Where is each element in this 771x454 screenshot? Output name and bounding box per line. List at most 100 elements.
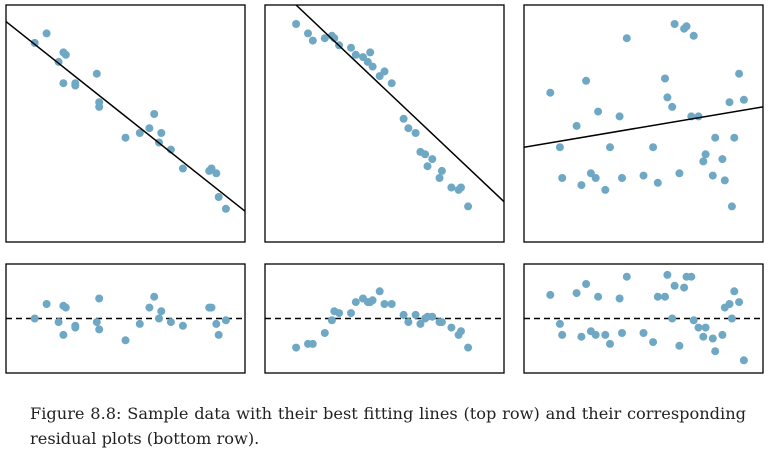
data-point (661, 292, 669, 301)
data-point (682, 22, 691, 31)
data-point (320, 329, 329, 337)
data-point (368, 62, 377, 71)
panel-frame (264, 4, 505, 243)
data-point (457, 327, 465, 336)
data-point (59, 330, 68, 339)
data-point (577, 181, 586, 190)
data-point (711, 347, 720, 356)
data-point (558, 330, 567, 339)
data-point (639, 329, 648, 337)
data-point (30, 38, 39, 47)
data-point (447, 183, 456, 192)
data-point (121, 133, 130, 142)
data-point (92, 69, 101, 78)
data-point (699, 332, 708, 341)
data-point (150, 292, 159, 301)
data-point (347, 43, 355, 52)
data-point (680, 283, 689, 292)
data-point (668, 102, 677, 111)
data-point (606, 339, 614, 348)
data-point (207, 303, 216, 312)
data-point (399, 114, 408, 123)
data-point (351, 50, 360, 59)
data-point (668, 314, 677, 323)
data-point (591, 174, 600, 182)
data-point (689, 316, 698, 325)
data-point (292, 343, 301, 352)
panel-frame (264, 263, 505, 374)
data-point (380, 300, 389, 308)
data-point (411, 310, 420, 319)
data-point (622, 34, 631, 43)
data-point (687, 272, 696, 281)
data-point (663, 270, 672, 279)
figure-caption: Figure 8.8: Sample data with their best … (30, 401, 746, 451)
data-point (546, 290, 555, 299)
data-point (464, 202, 473, 211)
data-point (727, 314, 736, 323)
data-point (675, 169, 684, 178)
data-point (708, 171, 717, 180)
data-point (399, 310, 408, 319)
data-point (601, 330, 610, 339)
data-point (447, 323, 456, 332)
panel-top-3 (523, 4, 764, 243)
data-point (54, 57, 63, 66)
data-point (95, 102, 104, 111)
data-point (214, 330, 223, 339)
data-point (725, 300, 734, 308)
panel-top-1 (5, 4, 246, 243)
panel-top-2 (264, 4, 505, 243)
data-point (694, 323, 703, 332)
data-point (708, 334, 717, 343)
data-point (411, 129, 420, 137)
data-point (670, 281, 679, 290)
data-point (727, 202, 736, 211)
data-point (649, 143, 658, 152)
data-point (689, 31, 698, 40)
data-point (437, 166, 446, 175)
best-fit-line (295, 5, 504, 203)
data-point (95, 325, 104, 334)
data-point (404, 124, 413, 133)
data-point (730, 133, 739, 142)
data-point (555, 319, 564, 328)
data-point (387, 300, 396, 308)
data-point (308, 36, 317, 45)
data-point (594, 107, 603, 116)
data-point (59, 79, 68, 88)
data-point (457, 183, 465, 192)
data-point (718, 330, 727, 339)
data-point (54, 318, 63, 327)
data-point (555, 143, 564, 152)
data-point (150, 110, 159, 118)
data-point (145, 303, 154, 312)
data-point (582, 76, 591, 85)
data-point (347, 309, 355, 318)
data-point (675, 341, 684, 350)
data-point (428, 312, 437, 321)
data-point (42, 300, 51, 308)
data-point (368, 296, 377, 305)
data-point (166, 318, 175, 327)
data-point (699, 157, 708, 166)
data-point (653, 292, 662, 301)
data-point (739, 356, 748, 365)
data-point (718, 155, 727, 164)
data-point (701, 323, 710, 332)
data-point (653, 178, 662, 187)
data-point (739, 95, 748, 104)
data-point (145, 124, 154, 133)
data-point (416, 319, 425, 328)
data-point (214, 193, 223, 201)
data-point (95, 294, 104, 303)
panel-bottom-2 (264, 263, 505, 374)
data-point (421, 150, 430, 159)
data-point (351, 298, 360, 307)
data-point (735, 69, 744, 78)
data-point (615, 112, 624, 121)
data-point (694, 112, 703, 121)
best-fit-line (6, 21, 245, 212)
data-point (649, 338, 658, 347)
data-point (572, 121, 581, 130)
